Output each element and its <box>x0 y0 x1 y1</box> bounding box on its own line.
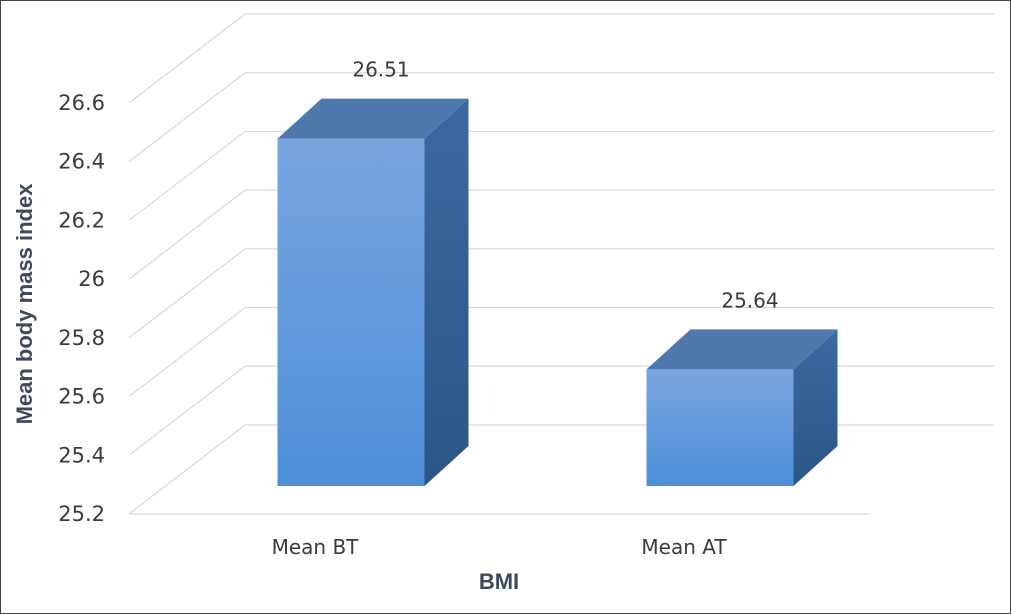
category-label: Mean AT <box>641 535 727 559</box>
data-labels: 26.51 25.64 <box>352 58 778 313</box>
category-label: Mean BT <box>272 535 360 559</box>
gridline <box>128 72 994 163</box>
y-tick-label: 26.4 <box>58 150 105 174</box>
gridline <box>128 424 994 515</box>
y-tick-label: 25.6 <box>58 385 105 409</box>
gridline <box>128 189 994 280</box>
bar-2 <box>646 329 838 486</box>
gridline <box>128 130 994 221</box>
x-axis-title: BMI <box>479 569 519 594</box>
bars <box>277 98 838 487</box>
bar-front-face <box>646 369 794 486</box>
x-axis-categories: Mean BT Mean AT <box>272 535 728 559</box>
bar-top-face <box>646 329 838 370</box>
data-label: 25.64 <box>721 288 778 312</box>
gridline <box>128 365 994 456</box>
data-label: 26.51 <box>352 58 409 82</box>
y-axis-ticks: 25.2 25.4 25.6 25.8 26 26.2 26.4 26.6 <box>58 91 105 526</box>
bar-side-face <box>424 98 469 487</box>
y-tick-label: 25.4 <box>58 443 105 467</box>
bar-1 <box>277 98 469 487</box>
gridline <box>128 248 994 339</box>
bar-front-face <box>277 138 425 487</box>
y-tick-label: 26 <box>78 267 105 291</box>
bar-side-face <box>793 329 838 486</box>
y-tick-label: 26.2 <box>58 208 105 232</box>
y-tick-label: 25.2 <box>58 502 105 526</box>
gridlines <box>128 13 994 515</box>
y-axis-title: Mean body mass index <box>12 183 37 425</box>
y-tick-label: 26.6 <box>58 91 105 115</box>
y-tick-label: 25.8 <box>58 326 105 350</box>
gridline <box>128 306 994 398</box>
gridline <box>128 13 994 104</box>
bar-top-face <box>277 98 469 139</box>
